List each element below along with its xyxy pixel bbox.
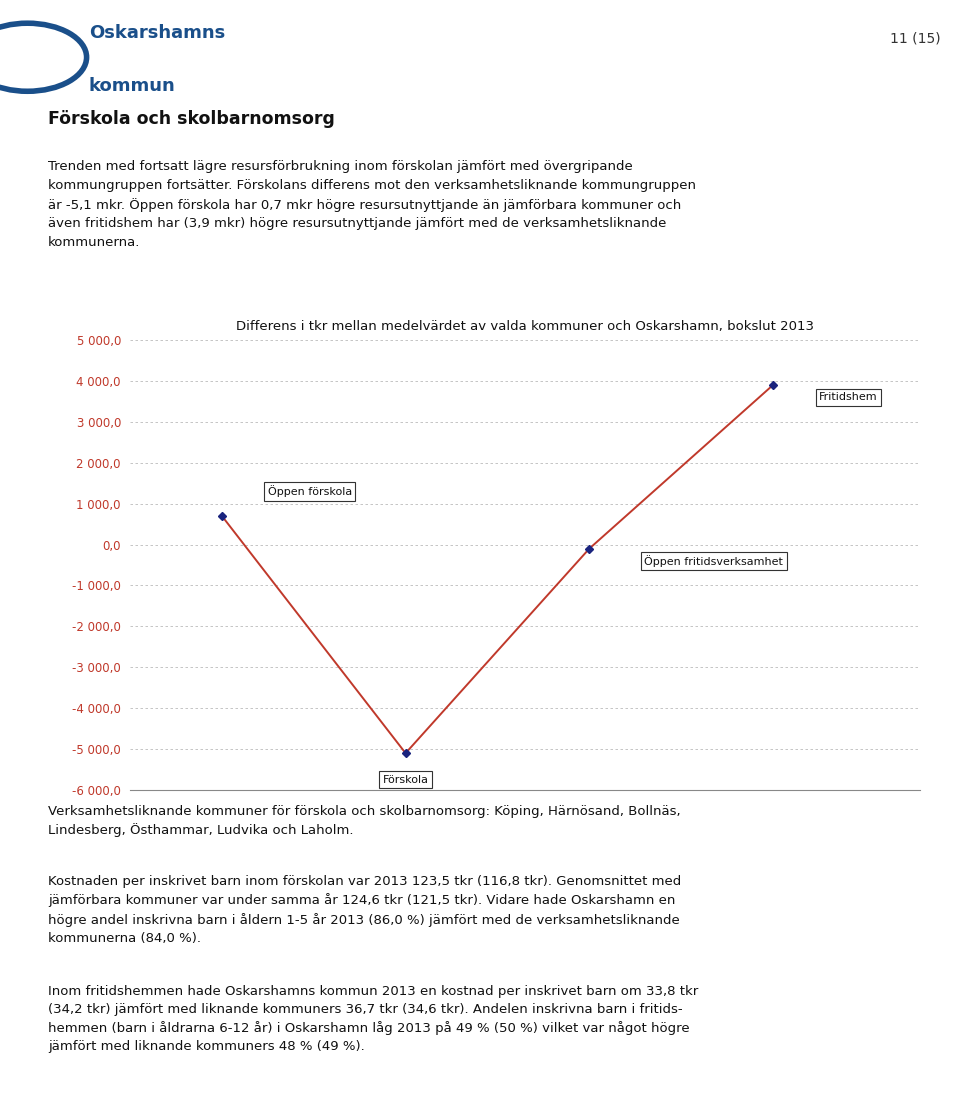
Text: Inom fritidshemmen hade Oskarshamns kommun 2013 en kostnad per inskrivet barn om: Inom fritidshemmen hade Oskarshamns komm…: [48, 985, 698, 1053]
Text: Öppen fritidsverksamhet: Öppen fritidsverksamhet: [644, 555, 783, 567]
Text: 11 (15): 11 (15): [890, 32, 941, 45]
Text: Fritidshem: Fritidshem: [819, 392, 877, 402]
Text: kommun: kommun: [88, 77, 176, 95]
Text: Kostnaden per inskrivet barn inom förskolan var 2013 123,5 tkr (116,8 tkr). Geno: Kostnaden per inskrivet barn inom försko…: [48, 875, 682, 945]
Title: Differens i tkr mellan medelvärdet av valda kommuner och Oskarshamn, bokslut 201: Differens i tkr mellan medelvärdet av va…: [236, 320, 814, 334]
Text: Förskola: Förskola: [383, 775, 428, 785]
Text: Trenden med fortsatt lägre resursförbrukning inom förskolan jämfört med övergrip: Trenden med fortsatt lägre resursförbruk…: [48, 160, 696, 249]
Text: Förskola och skolbarnomsorg: Förskola och skolbarnomsorg: [48, 110, 335, 128]
Text: Öppen förskola: Öppen förskola: [268, 485, 352, 497]
Text: Oskarshamns: Oskarshamns: [88, 24, 225, 42]
Text: Verksamhetsliknande kommuner för förskola och skolbarnomsorg: Köping, Härnösand,: Verksamhetsliknande kommuner för förskol…: [48, 806, 681, 838]
